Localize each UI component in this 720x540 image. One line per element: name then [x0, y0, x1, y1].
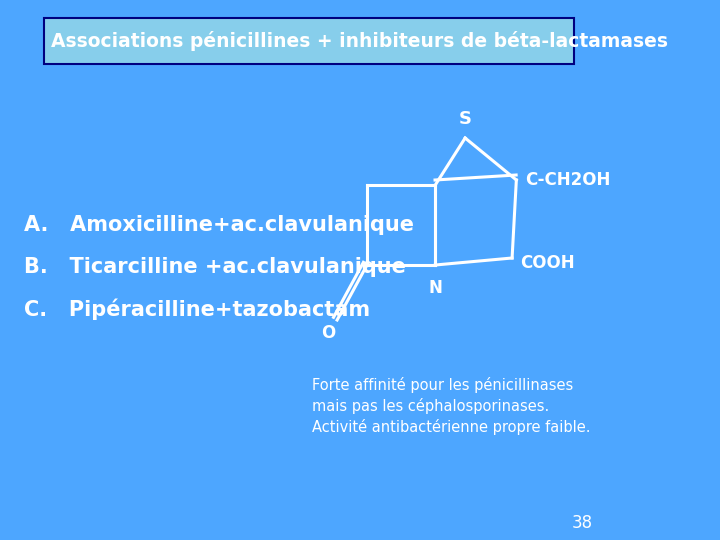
Text: Associations pénicillines + inhibiteurs de béta-lactamases: Associations pénicillines + inhibiteurs …	[51, 31, 668, 51]
Text: N: N	[428, 279, 442, 297]
Text: B.   Ticarcilline +ac.clavulanique: B. Ticarcilline +ac.clavulanique	[24, 257, 406, 277]
Text: mais pas les céphalosporinases.: mais pas les céphalosporinases.	[312, 398, 549, 414]
Text: 38: 38	[572, 514, 593, 532]
Text: COOH: COOH	[521, 254, 575, 272]
Text: A.   Amoxicilline+ac.clavulanique: A. Amoxicilline+ac.clavulanique	[24, 215, 414, 235]
Text: C.   Pipéracilline+tazobactam: C. Pipéracilline+tazobactam	[24, 298, 370, 320]
Text: O: O	[321, 324, 336, 342]
Text: S: S	[459, 110, 472, 128]
Text: Activité antibactérienne propre faible.: Activité antibactérienne propre faible.	[312, 419, 590, 435]
Text: Forte affinité pour les pénicillinases: Forte affinité pour les pénicillinases	[312, 377, 573, 393]
Text: C-CH2OH: C-CH2OH	[525, 171, 611, 189]
FancyBboxPatch shape	[45, 18, 574, 64]
